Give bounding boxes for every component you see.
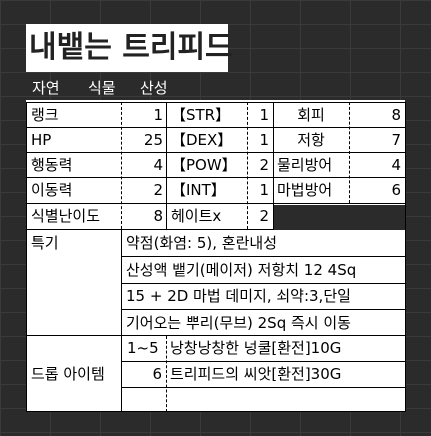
drop-item-2: 트리피드의 씨앗[환전]30G (167, 362, 404, 386)
str-label: 【STR】 (167, 103, 247, 127)
pow-value: 2 (247, 153, 273, 177)
hate-value: 2 (247, 204, 273, 228)
row-border (121, 283, 405, 284)
col-border-dashed (166, 336, 167, 412)
resist-value: 7 (349, 128, 405, 152)
tag-row: 자연 식물 산성 (26, 78, 406, 98)
mdef-label: 마법방어 (273, 178, 349, 202)
evasion-label: 회피 (273, 103, 349, 127)
drop-roll-2: 6 (123, 362, 166, 386)
col-border-dashed (349, 102, 350, 203)
str-value: 1 (247, 103, 273, 127)
drops-label: 드롭 아이템 (27, 362, 121, 386)
col-border (121, 230, 122, 412)
rank-label: 랭크 (27, 103, 121, 127)
traits-label: 특기 (27, 231, 121, 255)
move-label: 이동력 (27, 178, 121, 202)
row-border (26, 203, 405, 204)
col-border-dashed (121, 102, 122, 229)
row-border (26, 229, 274, 230)
resist-label: 저항 (273, 128, 349, 152)
int-label: 【INT】 (167, 178, 247, 202)
trait-line-3: 15 + 2D 마법 데미지, 쇠약:3,단일 (122, 284, 404, 308)
int-value: 1 (247, 178, 273, 202)
action-value: 4 (121, 153, 167, 177)
action-label: 행동력 (27, 153, 121, 177)
trait-line-2: 산성액 뱉기(메이저) 저항치 12 4Sq (122, 258, 404, 282)
evasion-value: 8 (349, 103, 405, 127)
pdef-label: 물리방어 (273, 153, 349, 177)
row-border (26, 335, 405, 336)
empty-dark-cell (273, 205, 405, 230)
identify-value: 8 (121, 204, 167, 228)
row-border (121, 387, 405, 388)
drop-roll-1: 1~5 (123, 336, 165, 360)
drop-item-1: 낭창낭창한 넝쿨[환전]10G (167, 336, 404, 360)
tag-nature: 자연 (32, 78, 60, 98)
row-border (26, 411, 405, 412)
move-value: 2 (121, 178, 167, 202)
monster-title: 내뱉는 트리피드 (26, 24, 228, 72)
tag-acid: 산성 (140, 78, 168, 98)
dex-label: 【DEX】 (167, 128, 247, 152)
col-border-dashed (247, 102, 248, 229)
identify-label: 식별난이도 (27, 204, 121, 228)
hp-label: HP (27, 128, 121, 152)
pow-label: 【POW】 (167, 153, 247, 177)
pdef-value: 4 (349, 153, 405, 177)
row-border (121, 309, 405, 310)
row-border (121, 256, 405, 257)
col-border (405, 102, 406, 412)
drop-item-3 (167, 388, 404, 410)
mdef-value: 6 (349, 178, 405, 202)
hate-label: 헤이트x (167, 204, 247, 228)
col-border (273, 102, 274, 229)
drop-roll-3 (123, 388, 166, 410)
rank-value: 1 (121, 103, 167, 127)
col-border (166, 102, 167, 229)
col-border (26, 102, 27, 412)
trait-line-4: 기어오는 뿌리(무브) 2Sq 즉시 이동 (122, 311, 404, 335)
trait-line-1: 약점(화염: 5), 혼란내성 (122, 231, 404, 255)
row-border (121, 361, 405, 362)
dex-value: 1 (247, 128, 273, 152)
tag-plant: 식물 (88, 78, 116, 98)
hp-value: 25 (121, 128, 167, 152)
